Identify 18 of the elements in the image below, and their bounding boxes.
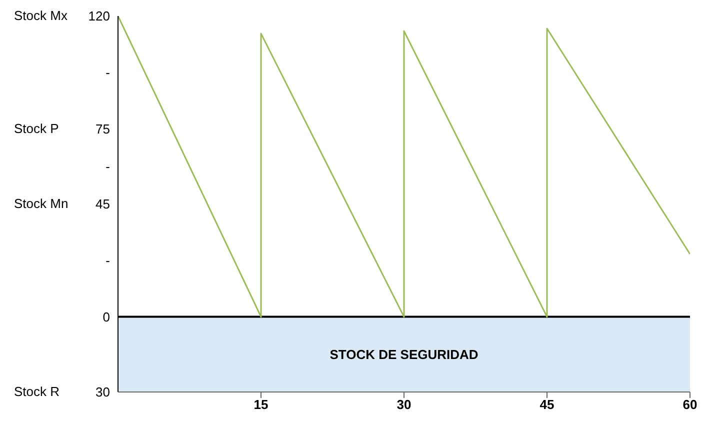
text: Stock P bbox=[14, 120, 59, 137]
line-series bbox=[118, 16, 690, 318]
x-tick-label: 60 bbox=[682, 397, 698, 412]
x-tick-label: 15 bbox=[254, 397, 268, 412]
y-tick-label: - bbox=[106, 253, 110, 268]
y-tick-label: 120 bbox=[88, 8, 110, 24]
y-tick-label: 45 bbox=[96, 196, 110, 212]
x-tick-label: 30 bbox=[396, 397, 412, 412]
text: Stock R bbox=[14, 384, 60, 400]
x-tick-label: 45 bbox=[540, 397, 554, 412]
band-label: STOCK DE SEGURIDAD bbox=[330, 347, 478, 362]
y-tick-label: 0 bbox=[102, 309, 110, 324]
y-tick-label: 30 bbox=[96, 384, 110, 400]
y-tick-label: - bbox=[106, 65, 110, 80]
text: Stock Mn bbox=[14, 196, 68, 212]
y-tick-label: 75 bbox=[96, 121, 110, 136]
text: Stock Mx bbox=[14, 8, 68, 24]
y-tick-label: - bbox=[106, 159, 110, 174]
